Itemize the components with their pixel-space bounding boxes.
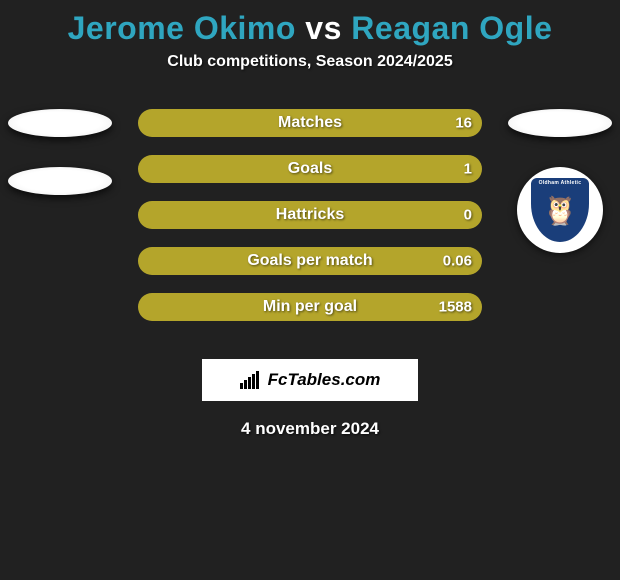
title-player2: Reagan Ogle: [351, 10, 552, 46]
club-crest: Oldham Athletic 🦉: [517, 167, 603, 253]
player-photo-placeholder: [8, 109, 112, 137]
right-player-badges: Oldham Athletic 🦉: [508, 109, 612, 253]
stat-bar-row: Goals 1: [138, 155, 482, 183]
stat-value-right: 0: [464, 207, 472, 224]
left-player-badges: [8, 109, 112, 195]
stat-value-right: 1588: [439, 299, 472, 316]
stat-bars: Matches 16 Goals 1 Hattricks 0 Goals per match…: [138, 109, 482, 321]
stat-label: Goals per match: [247, 252, 372, 270]
page-title: Jerome Okimo vs Reagan Ogle: [0, 0, 620, 47]
footer-date: 4 november 2024: [0, 419, 620, 439]
stat-bar-row: Min per goal 1588: [138, 293, 482, 321]
stat-bar-row: Hattricks 0: [138, 201, 482, 229]
stat-label: Goals: [288, 160, 332, 178]
owl-icon: 🦉: [543, 194, 578, 227]
stat-value-right: 0.06: [443, 253, 472, 270]
crest-shield: Oldham Athletic 🦉: [531, 178, 589, 242]
stat-value-right: 16: [455, 115, 472, 132]
stat-label: Matches: [278, 114, 342, 132]
crest-club-name: Oldham Athletic: [531, 180, 589, 186]
stat-bar-row: Goals per match 0.06: [138, 247, 482, 275]
title-player1: Jerome Okimo: [68, 10, 296, 46]
stat-value-right: 1: [464, 161, 472, 178]
stat-label: Hattricks: [276, 206, 344, 224]
title-vs: vs: [296, 10, 351, 46]
comparison-chart: Oldham Athletic 🦉 Matches 16 Goals 1 Hattric…: [0, 109, 620, 329]
bars-icon: [240, 371, 262, 389]
stat-label: Min per goal: [263, 298, 357, 316]
brand-text: FcTables.com: [268, 370, 381, 390]
player-photo-placeholder: [508, 109, 612, 137]
subtitle: Club competitions, Season 2024/2025: [0, 53, 620, 71]
brand-badge: FcTables.com: [202, 359, 418, 401]
stat-bar-row: Matches 16: [138, 109, 482, 137]
club-crest-placeholder: [8, 167, 112, 195]
